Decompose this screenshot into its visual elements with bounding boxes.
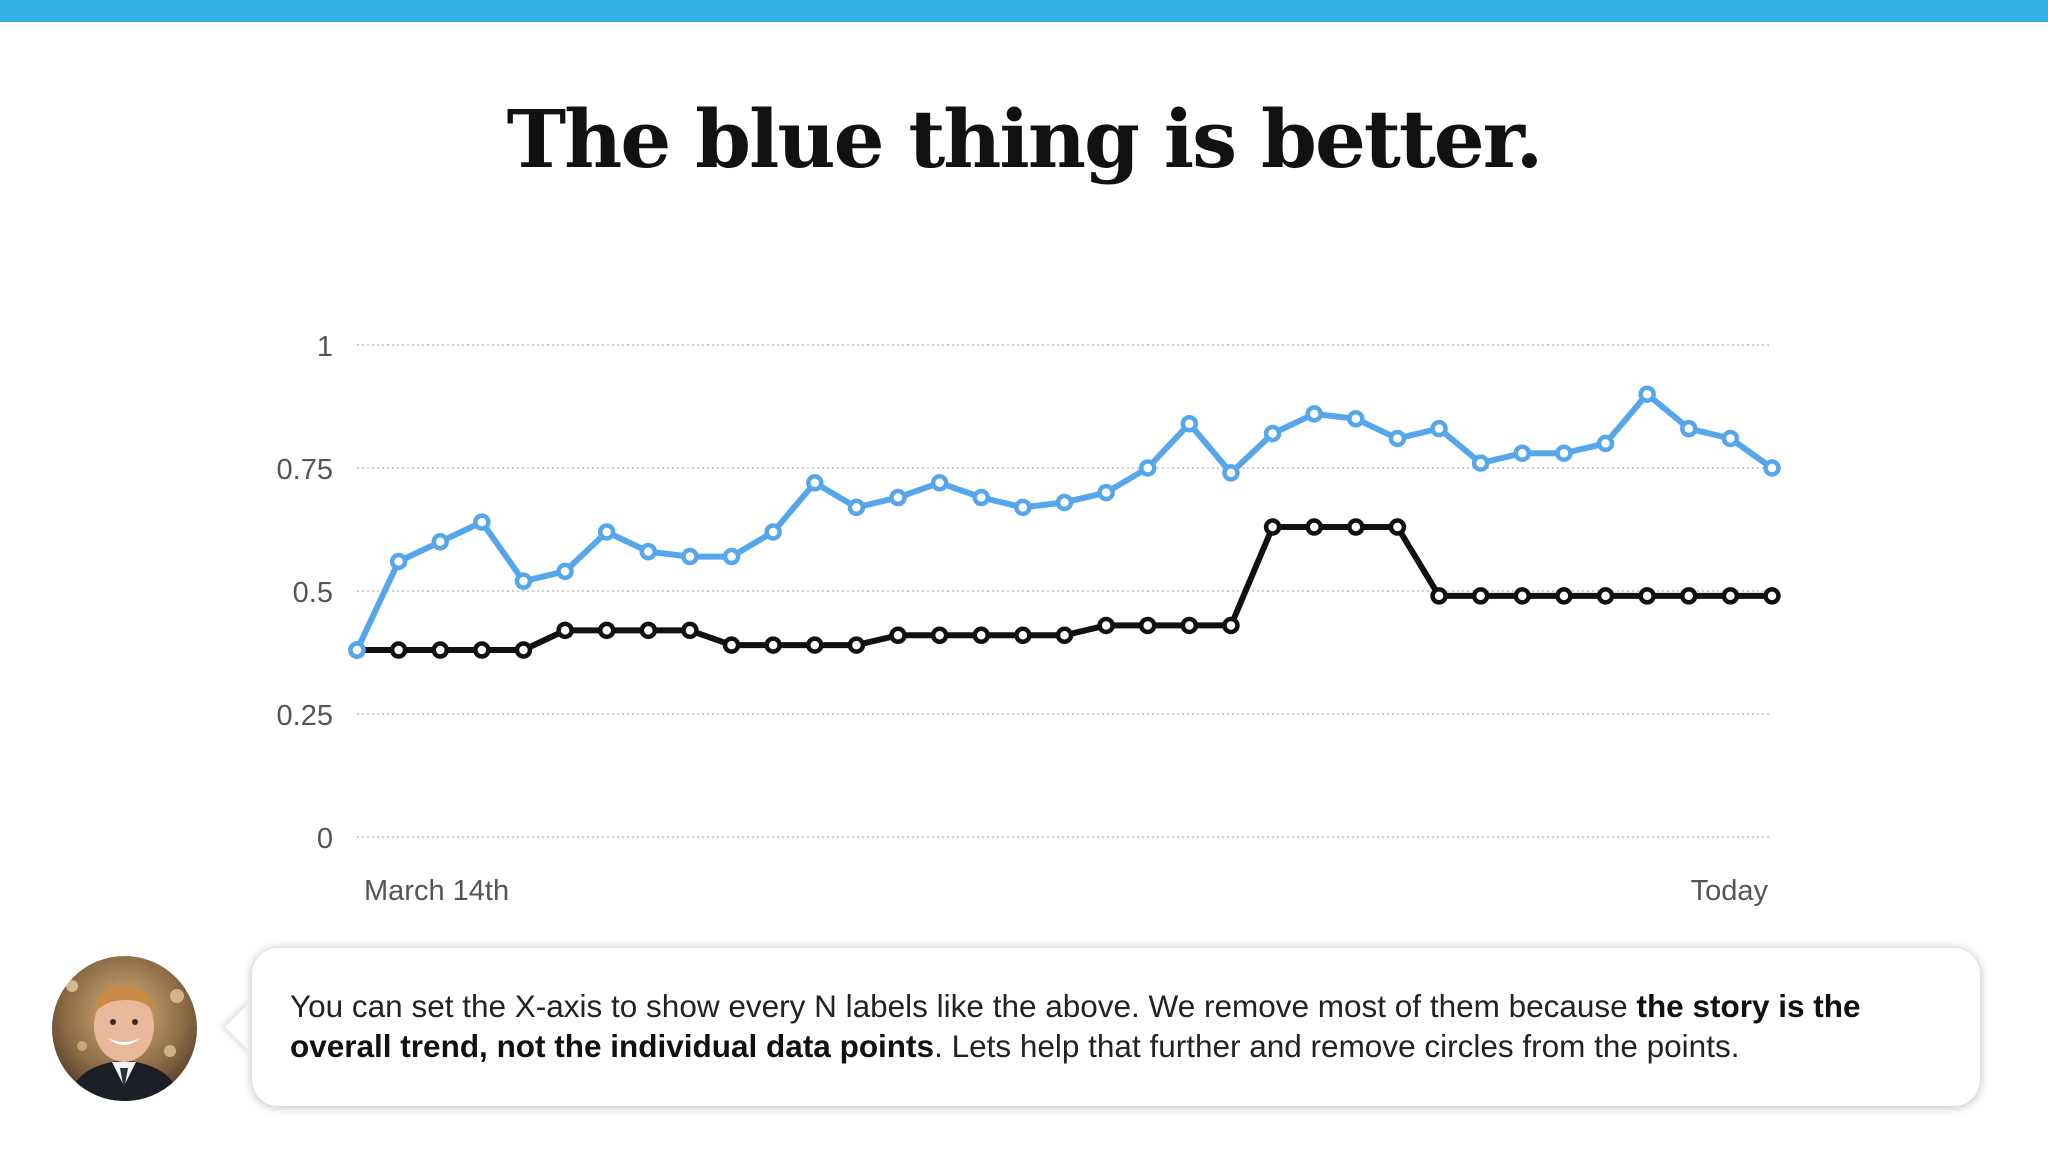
data-point xyxy=(556,621,574,640)
data-point xyxy=(1180,414,1199,433)
data-point xyxy=(348,641,366,659)
data-point xyxy=(1638,587,1656,605)
data-point xyxy=(1055,626,1074,645)
data-point xyxy=(1014,498,1032,517)
caption-part1: You can set the X-axis to show every N l… xyxy=(290,988,1637,1024)
data-point xyxy=(889,488,907,507)
data-point xyxy=(1263,518,1282,536)
data-point xyxy=(889,626,907,645)
data-point xyxy=(1513,444,1532,462)
x-label-first: March 14th xyxy=(364,875,509,907)
y-tick-label: 0 xyxy=(317,823,333,855)
data-point xyxy=(1763,587,1781,605)
data-point xyxy=(597,621,616,640)
data-point xyxy=(1138,459,1157,477)
data-point xyxy=(1305,405,1323,423)
y-tick-label: 0.75 xyxy=(277,454,333,486)
data-point xyxy=(722,636,741,654)
data-point xyxy=(1680,587,1698,605)
data-point xyxy=(1014,626,1032,645)
presenter-avatar-icon xyxy=(52,956,197,1101)
data-point xyxy=(1430,587,1448,605)
data-point xyxy=(1388,429,1407,448)
data-point xyxy=(1596,434,1615,453)
data-point xyxy=(972,488,991,507)
y-tick-label: 0.25 xyxy=(277,700,333,732)
data-point xyxy=(1555,587,1573,605)
data-point xyxy=(806,474,824,492)
data-point xyxy=(1555,444,1573,462)
data-point xyxy=(1638,385,1656,403)
y-tick-label: 1 xyxy=(317,331,333,363)
speech-bubble: You can set the X-axis to show every N l… xyxy=(252,948,1980,1106)
data-point xyxy=(597,523,616,541)
data-point xyxy=(764,523,782,541)
data-point xyxy=(1263,424,1282,443)
caption-part2: . Lets help that further and remove circ… xyxy=(934,1028,1740,1064)
slide-title: The blue thing is better. xyxy=(506,92,1544,186)
data-point xyxy=(972,626,991,645)
data-point xyxy=(514,572,533,590)
data-point xyxy=(639,542,658,561)
data-point xyxy=(1430,419,1448,438)
data-point xyxy=(1763,459,1781,477)
data-point xyxy=(1222,464,1240,482)
data-point xyxy=(930,626,949,645)
data-point xyxy=(1388,518,1407,536)
data-point xyxy=(1055,493,1074,512)
data-point xyxy=(431,533,449,551)
data-point xyxy=(681,547,699,566)
data-point xyxy=(1097,483,1115,502)
data-point xyxy=(681,621,699,640)
data-point xyxy=(1596,587,1615,605)
data-point xyxy=(1097,616,1115,635)
data-point xyxy=(389,552,408,571)
data-point xyxy=(1680,419,1698,438)
data-point xyxy=(473,641,491,659)
data-point xyxy=(1347,518,1365,536)
data-point xyxy=(514,641,533,659)
data-point xyxy=(1471,454,1490,472)
x-label-last: Today xyxy=(1691,875,1769,907)
y-tick-label: 0.5 xyxy=(293,577,333,609)
caption-bold: the story is the overall trend, not the … xyxy=(290,988,1861,1064)
data-point xyxy=(1721,429,1740,448)
data-point xyxy=(806,636,824,654)
data-point xyxy=(1471,587,1490,605)
caption-text: You can set the X-axis to show every N l… xyxy=(290,986,1950,1066)
data-point xyxy=(847,636,866,654)
data-point xyxy=(1180,616,1199,635)
line-chart: 0 0.25 0.5 0.75 1 March 14th Today xyxy=(277,331,1781,907)
series-line-0 xyxy=(354,391,1775,653)
data-point xyxy=(389,641,408,659)
data-point xyxy=(764,636,782,654)
data-point xyxy=(722,547,741,566)
data-point xyxy=(1721,587,1740,605)
data-point xyxy=(431,641,449,659)
data-point xyxy=(847,498,866,517)
data-point xyxy=(1222,616,1240,635)
data-point xyxy=(1305,518,1323,536)
data-point xyxy=(473,513,491,531)
data-point xyxy=(639,621,658,640)
data-point xyxy=(930,474,949,492)
data-point xyxy=(556,562,574,581)
top-accent-bar xyxy=(0,0,2048,22)
data-point xyxy=(1138,616,1157,635)
data-point xyxy=(1347,410,1365,428)
data-point xyxy=(1513,587,1532,605)
